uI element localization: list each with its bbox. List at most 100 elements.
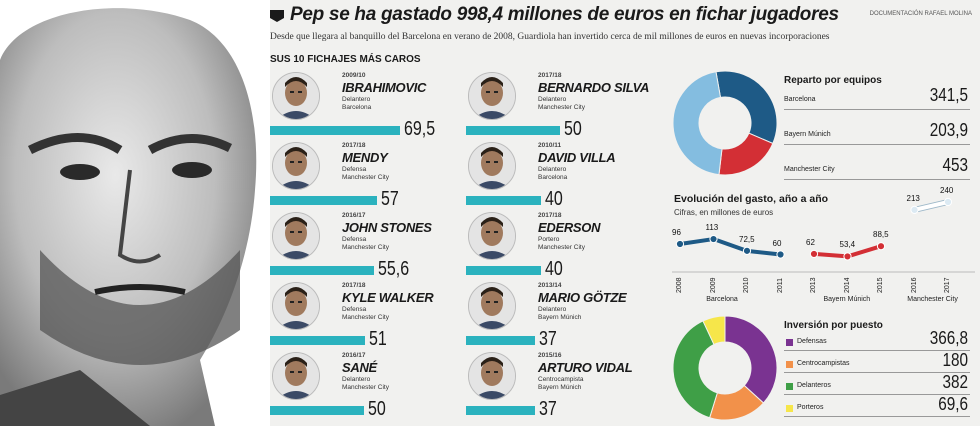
series-point — [843, 252, 852, 261]
team-split-donut — [672, 70, 778, 176]
player-name: KYLE WALKER — [342, 290, 434, 305]
point-label: 53,4 — [839, 240, 856, 250]
point-label: 240 — [940, 186, 954, 195]
slice-bayern-múnich — [718, 132, 774, 176]
position-name: Defensas — [797, 338, 827, 345]
evolution-subtitle: Cifras, en millones de euros — [674, 208, 774, 217]
team-name: Manchester City — [784, 166, 835, 173]
fee-value: 69,5 — [404, 118, 436, 140]
fee-value: 57 — [380, 188, 399, 210]
player-photo — [272, 142, 320, 190]
position-split-donut — [672, 315, 778, 421]
fee-bar — [270, 266, 374, 275]
player-season: 2016/17 — [342, 212, 366, 219]
player-position: Defensa — [342, 166, 367, 173]
player-club: Manchester City — [538, 244, 585, 251]
fee-bar — [270, 126, 400, 135]
player-club: Bayern Múnich — [538, 384, 582, 391]
player-season: 2017/18 — [538, 212, 562, 219]
slice-porteros — [702, 315, 726, 346]
fee-bar — [466, 336, 536, 345]
series-point — [742, 246, 752, 255]
player-club: Bayern Múnich — [538, 314, 582, 321]
page-title: Pep se ha gastado 998,4 millones de euro… — [290, 4, 839, 25]
x-tick-label: 2011 — [776, 277, 784, 293]
player-club: Manchester City — [342, 314, 389, 321]
fee-value: 37 — [539, 328, 558, 350]
player-photo — [272, 282, 320, 330]
player-photo — [468, 142, 516, 190]
team-split-title: Reparto por equipos — [784, 75, 882, 86]
player-name: MENDY — [342, 150, 388, 165]
team-name: Barcelona — [784, 96, 816, 103]
legend-swatch — [786, 383, 793, 390]
series-line — [912, 200, 950, 212]
fee-value: 37 — [539, 398, 558, 420]
player-season: 2010/11 — [538, 142, 562, 149]
series-point — [675, 239, 685, 249]
series-point — [809, 249, 819, 259]
player-name: JOHN STONES — [342, 220, 432, 235]
fee-bar — [466, 266, 541, 275]
player-name: IBRAHIMOVIC — [342, 80, 427, 95]
guardiola-portrait — [0, 0, 270, 426]
divider — [784, 350, 970, 351]
player-name: EDERSON — [538, 220, 601, 235]
series-name: Bayern Múnich — [823, 296, 871, 303]
fee-value: 55,6 — [378, 258, 410, 280]
player-photo — [468, 212, 516, 260]
fee-value: 40 — [544, 188, 563, 210]
player-card: 2010/11 DAVID VILLA Delantero Barcelona 40 — [466, 142, 661, 212]
player-season: 2017/18 — [538, 72, 562, 79]
position-split-title: Inversión por puesto — [784, 320, 883, 331]
fee-value: 51 — [369, 328, 388, 350]
fee-bar — [270, 406, 364, 415]
fee-bar — [270, 336, 366, 345]
player-name: DAVID VILLA — [538, 150, 616, 165]
x-tick-label: 2013 — [810, 277, 817, 293]
player-card: 2017/18 EDERSON Portero Manchester City 40 — [466, 212, 661, 282]
player-name: ARTURO VIDAL — [538, 360, 633, 375]
player-card: 2016/17 SANÉ Delantero Manchester City 50 — [270, 352, 465, 422]
position-name: Porteros — [797, 404, 824, 411]
player-card: 2017/18 KYLE WALKER Defensa Manchester City… — [270, 282, 465, 352]
player-card: 2015/16 ARTURO VIDAL Centrocampista Bayern … — [466, 352, 661, 422]
player-club: Manchester City — [342, 244, 389, 251]
team-value: 203,9 — [929, 120, 968, 140]
series-point — [943, 197, 953, 207]
player-position: Centrocampista — [538, 376, 584, 383]
fee-value: 50 — [367, 398, 386, 420]
divider — [784, 394, 970, 395]
position-value: 69,6 — [938, 394, 968, 414]
position-value: 382 — [942, 372, 968, 392]
position-name: Delanteros — [797, 382, 831, 389]
player-card: 2016/17 JOHN STONES Defensa Manchester City… — [270, 212, 465, 282]
signings-title: SUS 10 FICHAJES MÁS CAROS — [270, 54, 421, 65]
position-value: 366,8 — [929, 328, 968, 348]
divider — [784, 179, 970, 180]
player-season: 2017/18 — [342, 282, 366, 289]
team-value: 341,5 — [929, 85, 968, 105]
legend-swatch — [786, 339, 793, 346]
legend-swatch — [786, 361, 793, 368]
paper-icon — [270, 10, 284, 22]
player-photo — [272, 352, 320, 400]
player-position: Delantero — [538, 96, 567, 103]
player-name: BERNARDO SILVA — [538, 80, 650, 95]
player-photo — [468, 352, 516, 400]
divider — [784, 144, 970, 145]
player-club: Manchester City — [342, 384, 389, 391]
point-label: 96 — [672, 228, 681, 237]
x-tick-label: 2008 — [676, 277, 683, 293]
player-club: Barcelona — [538, 174, 568, 181]
slice-barcelona — [715, 70, 778, 145]
player-club: Barcelona — [342, 104, 372, 111]
divider — [784, 372, 970, 373]
fee-bar — [466, 406, 536, 415]
evolution-title: Evolución del gasto, año a año — [674, 193, 829, 205]
player-season: 2017/18 — [342, 142, 366, 149]
player-club: Manchester City — [538, 104, 585, 111]
x-tick-label: 2017 — [944, 277, 951, 293]
credit: DOCUMENTACIÓN RAFAEL MOLINA — [869, 11, 972, 17]
